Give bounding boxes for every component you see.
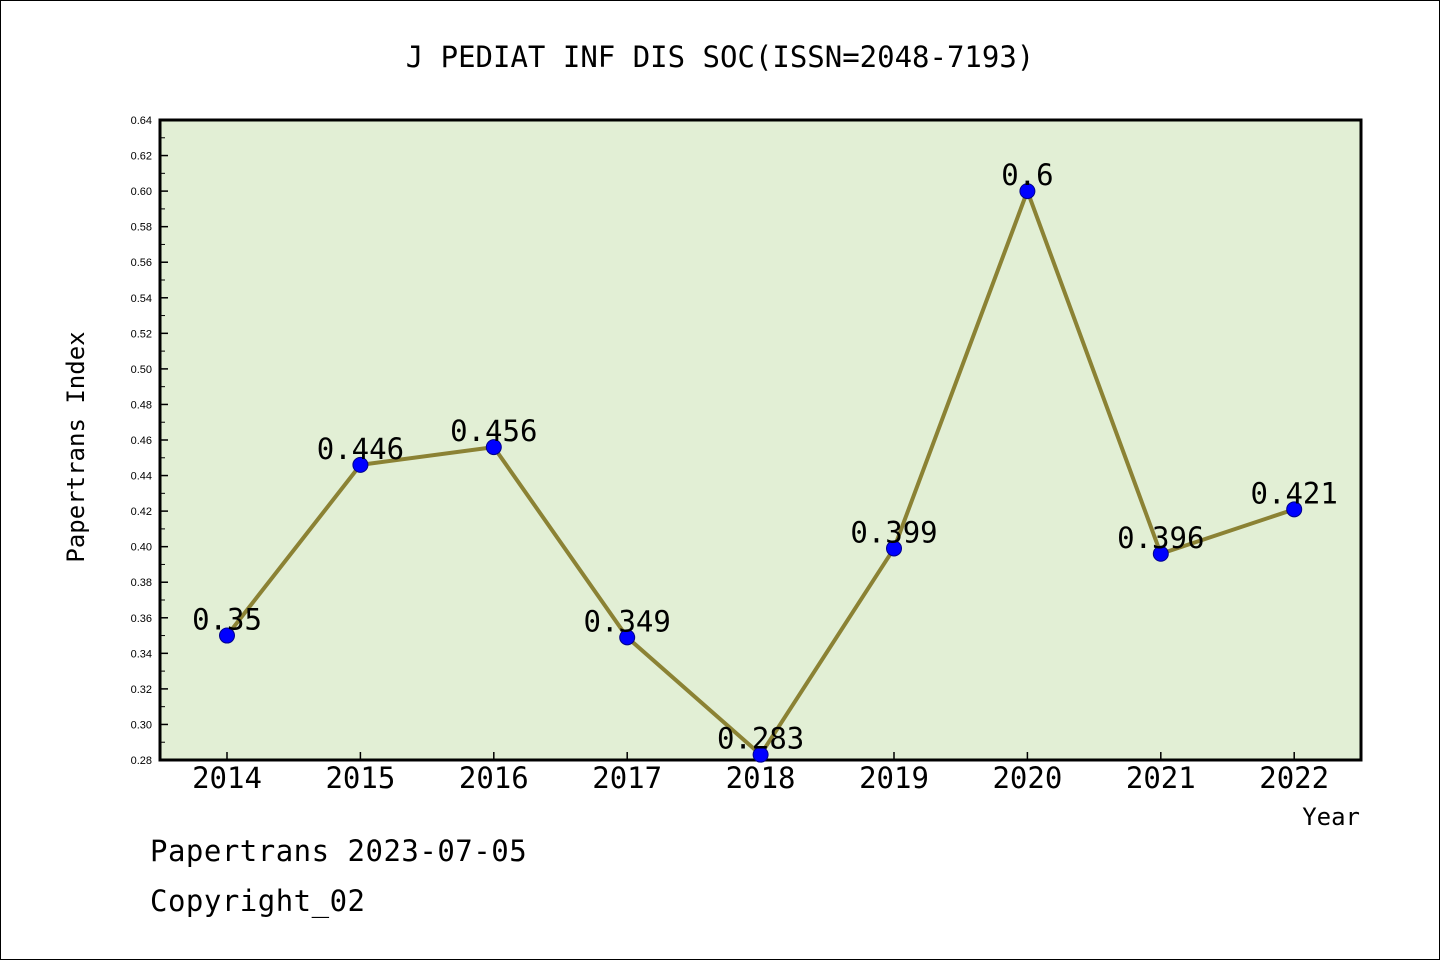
x-tick-label: 2019: [859, 761, 929, 795]
data-label: 0.456: [450, 414, 537, 448]
data-label: 0.421: [1251, 476, 1338, 510]
footer-copyright: Copyright_02: [150, 884, 366, 918]
y-tick-label: 0.28: [131, 755, 152, 767]
data-point: [1152, 545, 1169, 562]
x-tick-label: 2022: [1259, 761, 1329, 795]
y-tick-label: 0.60: [131, 186, 152, 198]
data-markers: [219, 183, 1303, 763]
y-tick-label: 0.46: [131, 435, 152, 447]
y-tick-label: 0.38: [131, 577, 152, 589]
y-tick-label: 0.52: [131, 328, 152, 340]
data-point: [485, 439, 502, 456]
plot-area: [158, 118, 1363, 762]
y-tick-label: 0.40: [131, 542, 152, 554]
y-tick-label: 0.50: [131, 364, 152, 376]
y-tick-label: 0.62: [131, 151, 152, 163]
x-tick-label: 2015: [325, 761, 395, 795]
y-tick-label: 0.58: [131, 222, 152, 234]
y-axis: 0.28 0.30 0.32 0.34 0.36 0.38 0.40 0.42 0.44 0.46…: [131, 115, 168, 767]
data-label: 0.6: [1001, 158, 1053, 192]
data-label: 0.35: [192, 603, 262, 637]
data-point: [619, 629, 636, 646]
data-point: [352, 456, 369, 473]
data-point: [219, 627, 235, 644]
data-point: [1019, 183, 1036, 200]
data-labels: 0.35 0.446 0.456 0.349 0.283 0.399 0.6 0.396 0.4…: [192, 158, 1338, 756]
y-tick-label: 0.32: [131, 684, 152, 696]
x-tick-label: 2017: [592, 761, 662, 795]
x-axis-title: Year: [1302, 803, 1360, 831]
x-tick-label: 2014: [192, 761, 262, 795]
y-tick-label: 0.42: [131, 506, 152, 518]
data-label: 0.399: [850, 515, 937, 549]
y-tick-label: 0.34: [131, 648, 152, 660]
x-tick-label: 2020: [992, 761, 1062, 795]
x-tick-label: 2018: [726, 761, 796, 795]
data-label: 0.446: [317, 432, 404, 466]
y-tick-label: 0.36: [131, 613, 152, 625]
data-label: 0.396: [1117, 521, 1204, 555]
y-tick-label: 0.30: [131, 719, 152, 731]
y-tick-label: 0.44: [131, 471, 152, 483]
y-axis-title: Papertrans Index: [62, 331, 90, 562]
footer-date: Papertrans 2023-07-05: [150, 834, 528, 868]
y-tick-label: 0.48: [131, 399, 152, 411]
y-tick-label: 0.54: [131, 293, 152, 305]
data-point: [752, 746, 769, 763]
x-axis: 2014 2015 2016 2017 2018 2019 2020 2021 2022: [192, 752, 1329, 795]
data-point: [1286, 501, 1303, 518]
y-tick-label: 0.56: [131, 257, 152, 269]
x-tick-label: 2016: [459, 761, 529, 795]
data-label: 0.283: [717, 722, 804, 756]
data-label: 0.349: [584, 604, 671, 638]
x-tick-label: 2021: [1126, 761, 1196, 795]
data-point: [886, 540, 902, 557]
y-tick-label: 0.64: [131, 115, 152, 127]
chart-title: J PEDIAT INF DIS SOC(ISSN=2048-7193): [406, 40, 1035, 74]
